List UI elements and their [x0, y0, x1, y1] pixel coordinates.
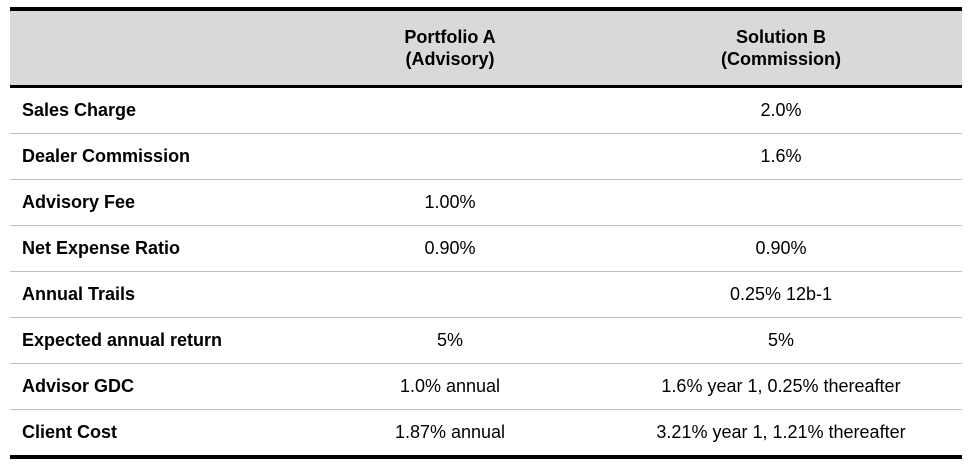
- solution-b-value: [600, 179, 962, 226]
- portfolio-a-value: 1.87% annual: [300, 409, 600, 459]
- table-row: Advisory Fee 1.00%: [10, 179, 962, 226]
- row-label: Sales Charge: [10, 86, 300, 134]
- table-row: Client Cost 1.87% annual 3.21% year 1, 1…: [10, 409, 962, 459]
- solution-b-value: 2.0%: [600, 86, 962, 134]
- comparison-table: Portfolio A (Advisory) Solution B (Commi…: [10, 7, 962, 459]
- portfolio-a-value: [300, 271, 600, 318]
- solution-b-value: 0.90%: [600, 225, 962, 272]
- solution-b-value: 3.21% year 1, 1.21% thereafter: [600, 409, 962, 459]
- solution-b-value: 1.6% year 1, 0.25% thereafter: [600, 363, 962, 410]
- solution-b-value: 0.25% 12b-1: [600, 271, 962, 318]
- header-portfolio-a: Portfolio A (Advisory): [300, 7, 600, 88]
- table-header: Portfolio A (Advisory) Solution B (Commi…: [10, 7, 962, 88]
- row-label: Net Expense Ratio: [10, 225, 300, 272]
- row-label: Advisory Fee: [10, 179, 300, 226]
- portfolio-a-value: 0.90%: [300, 225, 600, 272]
- table-row: Dealer Commission 1.6%: [10, 133, 962, 180]
- table-row: Sales Charge 2.0%: [10, 86, 962, 134]
- row-label: Annual Trails: [10, 271, 300, 318]
- header-portfolio-a-name: Portfolio A: [404, 27, 496, 47]
- table-row: Expected annual return 5% 5%: [10, 317, 962, 364]
- portfolio-a-value: 5%: [300, 317, 600, 364]
- solution-b-value: 5%: [600, 317, 962, 364]
- header-label-column: [10, 7, 300, 88]
- header-row: Portfolio A (Advisory) Solution B (Commi…: [10, 7, 962, 88]
- table-row: Advisor GDC 1.0% annual 1.6% year 1, 0.2…: [10, 363, 962, 410]
- portfolio-a-value: 1.00%: [300, 179, 600, 226]
- portfolio-a-value: [300, 133, 600, 180]
- row-label: Dealer Commission: [10, 133, 300, 180]
- header-solution-b-type: (Commission): [720, 49, 841, 69]
- header-solution-b: Solution B (Commission): [600, 7, 962, 88]
- table-row: Net Expense Ratio 0.90% 0.90%: [10, 225, 962, 272]
- row-label: Client Cost: [10, 409, 300, 459]
- table-body: Sales Charge 2.0% Dealer Commission 1.6%…: [10, 86, 962, 459]
- portfolio-a-value: 1.0% annual: [300, 363, 600, 410]
- portfolio-a-value: [300, 86, 600, 134]
- table-row: Annual Trails 0.25% 12b-1: [10, 271, 962, 318]
- comparison-table-container: Portfolio A (Advisory) Solution B (Commi…: [10, 7, 962, 459]
- row-label: Advisor GDC: [10, 363, 300, 410]
- header-portfolio-a-type: (Advisory): [405, 49, 495, 69]
- solution-b-value: 1.6%: [600, 133, 962, 180]
- row-label: Expected annual return: [10, 317, 300, 364]
- header-solution-b-name: Solution B: [736, 27, 826, 47]
